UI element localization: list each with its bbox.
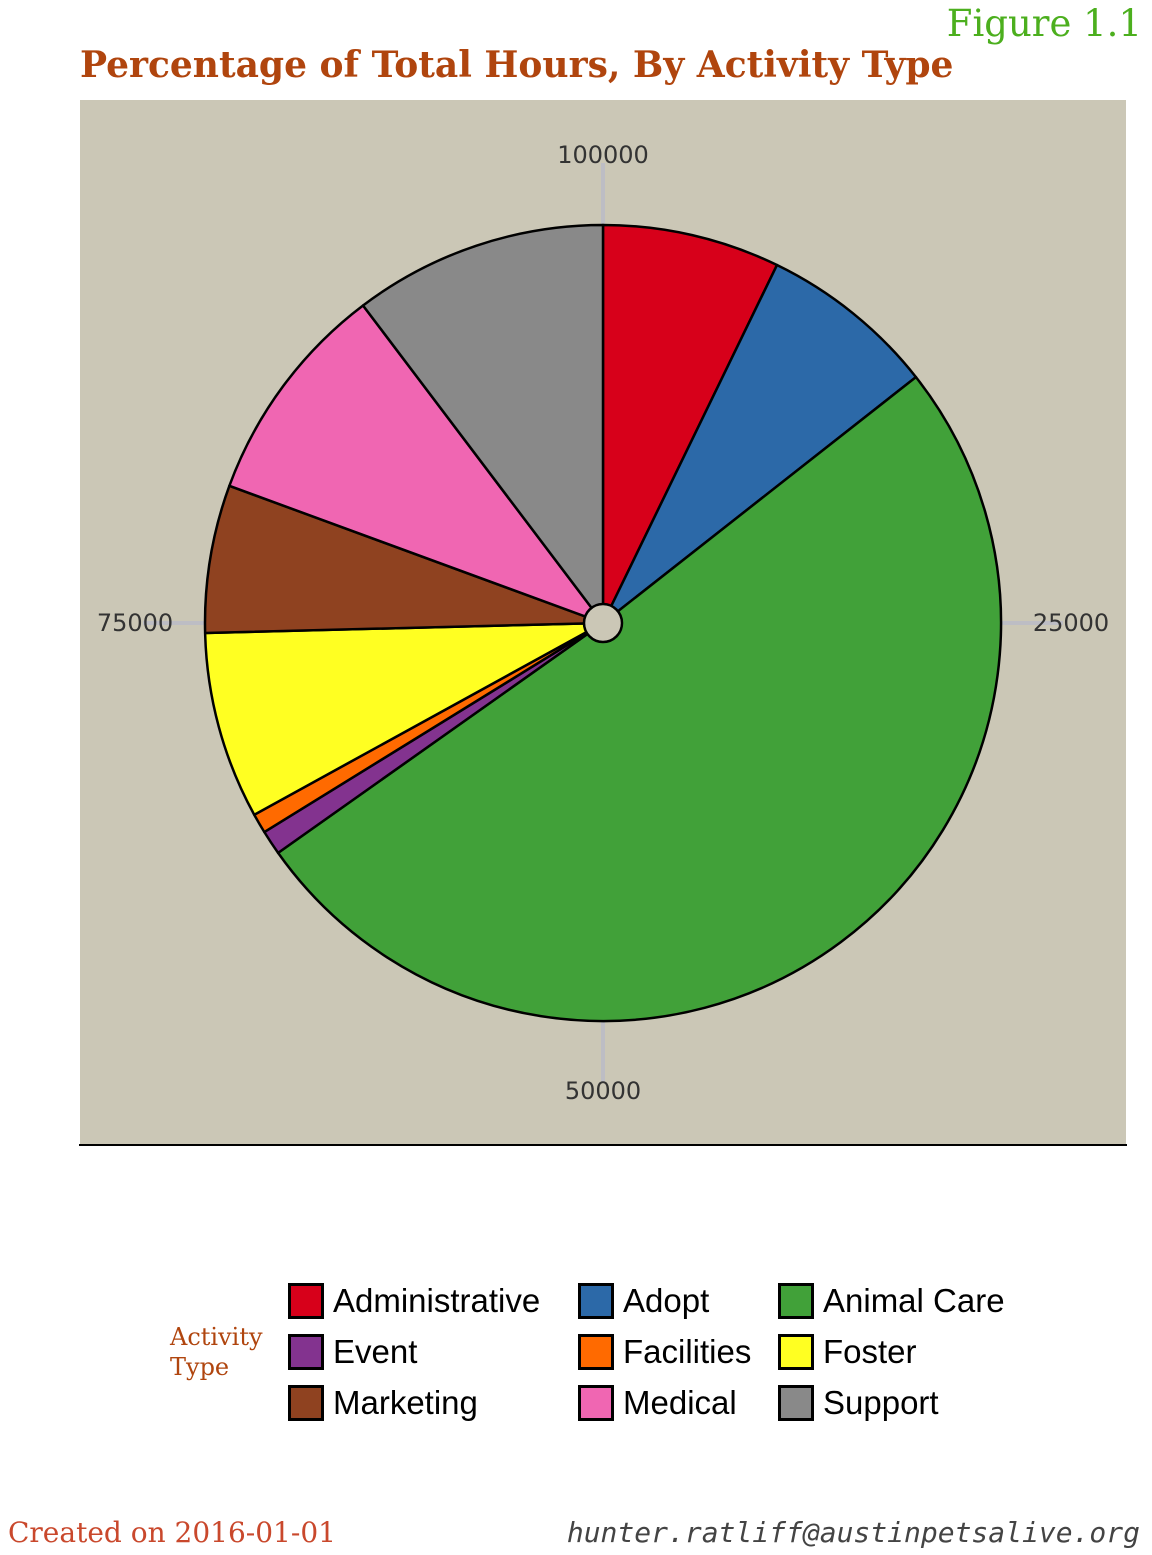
author-email: hunter.ratliff@austinpetsalive.org bbox=[566, 1516, 1140, 1549]
tick-label-100000: 100000 bbox=[557, 141, 649, 169]
legend-label: Support bbox=[823, 1383, 939, 1421]
legend-label: Administrative bbox=[333, 1281, 541, 1319]
legend-swatch bbox=[578, 1333, 614, 1370]
legend-item-event: Event bbox=[288, 1326, 578, 1377]
legend-item-foster: Foster bbox=[778, 1326, 1028, 1377]
legend-label: Marketing bbox=[333, 1383, 478, 1421]
legend-swatch bbox=[288, 1282, 324, 1319]
pie-slice-foster bbox=[203, 621, 605, 816]
legend-label: Adopt bbox=[623, 1281, 710, 1319]
legend-items: Administrative Adopt Animal Care Event Facil… bbox=[288, 1275, 1028, 1428]
legend-item-medical: Medical bbox=[578, 1377, 778, 1428]
pie-slice-adopt bbox=[601, 263, 918, 625]
tick-label-75000: 75000 bbox=[97, 609, 173, 637]
pie-chart: 100000 25000 50000 75000 bbox=[79, 100, 1127, 1146]
legend-swatch bbox=[578, 1384, 614, 1421]
legend-item-facilities: Facilities bbox=[578, 1326, 778, 1377]
pie-slice-medical bbox=[228, 304, 605, 625]
legend-title-line1: Activity bbox=[170, 1322, 263, 1351]
legend-item-animal-care: Animal Care bbox=[778, 1275, 1028, 1326]
pie-slice-support bbox=[361, 223, 605, 625]
legend-swatch bbox=[778, 1384, 814, 1421]
legend-swatch bbox=[778, 1282, 814, 1319]
legend-label: Medical bbox=[623, 1383, 737, 1421]
legend-swatch bbox=[578, 1282, 614, 1319]
legend-label: Event bbox=[333, 1332, 418, 1370]
legend: Activity Type Administrative Adopt Animal … bbox=[170, 1275, 1028, 1428]
legend-label: Animal Care bbox=[823, 1281, 1005, 1319]
pie-slice-marketing bbox=[203, 484, 605, 635]
legend-item-administrative: Administrative bbox=[288, 1275, 578, 1326]
pie-center-hole bbox=[582, 602, 624, 644]
chart-title: Percentage of Total Hours, By Activity T… bbox=[80, 44, 954, 86]
legend-swatch bbox=[288, 1333, 324, 1370]
pie-slice-administrative bbox=[601, 223, 779, 625]
legend-title-line2: Type bbox=[170, 1352, 230, 1381]
legend-item-marketing: Marketing bbox=[288, 1377, 578, 1428]
legend-swatch bbox=[288, 1384, 324, 1421]
pie-slice-animal-care bbox=[276, 375, 1003, 1023]
tick-label-25000: 25000 bbox=[1033, 609, 1109, 637]
legend-title: Activity Type bbox=[170, 1322, 288, 1382]
legend-label: Foster bbox=[823, 1332, 917, 1370]
legend-item-adopt: Adopt bbox=[578, 1275, 778, 1326]
legend-label: Facilities bbox=[623, 1332, 752, 1370]
tick-label-50000: 50000 bbox=[565, 1077, 641, 1105]
figure-label: Figure 1.1 bbox=[946, 2, 1142, 45]
legend-swatch bbox=[778, 1333, 814, 1370]
legend-item-support: Support bbox=[778, 1377, 1028, 1428]
created-date: Created on 2016-01-01 bbox=[8, 1516, 336, 1549]
